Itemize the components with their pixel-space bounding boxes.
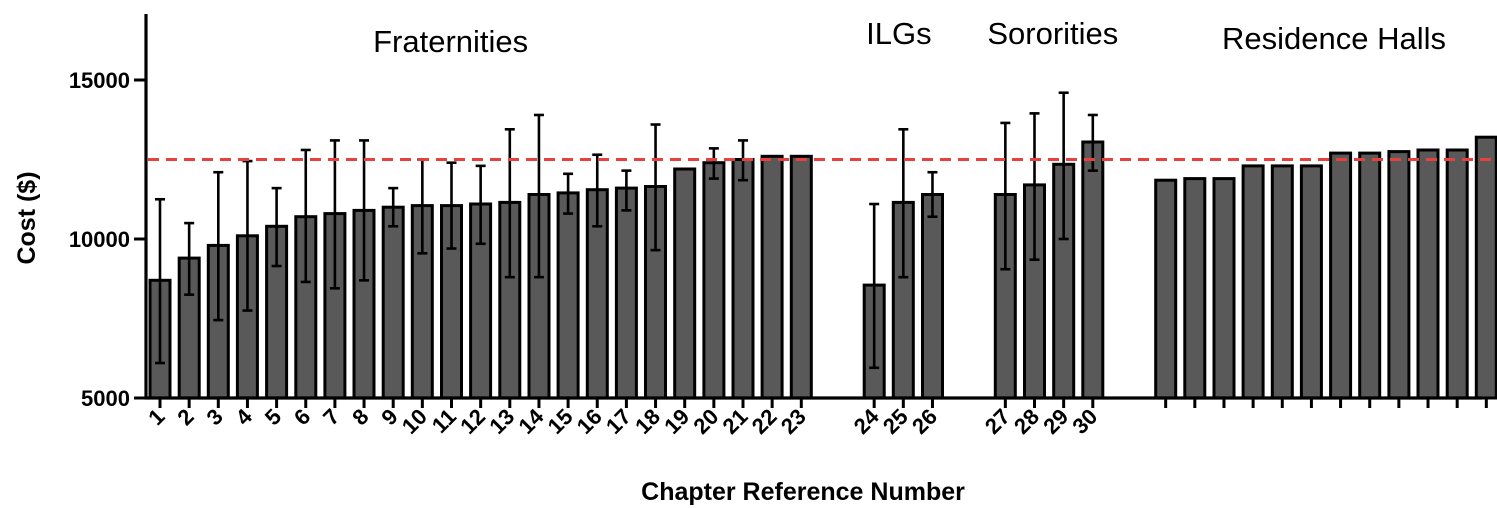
x-tick-label: 9 [376,404,402,430]
error-bars-layer [155,91,1098,370]
bar-rh-38 [1358,151,1382,400]
bar-rh-31 [1154,178,1178,400]
x-tick-label: 26 [907,404,942,439]
x-axis-title: Chapter Reference Number [641,478,965,506]
x-tick-label: 3 [201,404,227,430]
y-tick-label: 10000 [69,227,130,252]
error-bar-27 [1000,121,1011,271]
group-label: Sororities [987,16,1118,51]
bar-rh-36 [1299,164,1323,400]
bar-20 [702,161,726,400]
bar-rh-32 [1183,177,1207,400]
error-bar-3 [213,170,224,322]
bar-23 [789,154,813,400]
bar-17 [614,186,638,400]
bar-19 [673,167,697,400]
error-bar-20 [708,147,719,180]
error-bar-12 [475,164,486,246]
group-label: ILGs [866,16,931,51]
error-bar-18 [650,123,661,252]
error-bar-26 [927,170,938,219]
error-bar-11 [446,161,457,250]
x-tick-label: 4 [231,403,258,430]
bar-26 [921,193,944,400]
error-bar-29 [1058,91,1069,241]
bar-rh-35 [1270,164,1294,400]
error-bar-15 [563,172,574,215]
error-bar-9 [388,186,399,228]
bar-rh-41 [1445,148,1469,400]
bar-rh-34 [1241,164,1265,400]
bar-21 [731,158,755,400]
bar-15 [556,191,580,400]
bar-rh-42 [1474,135,1497,400]
x-tick-label: 6 [289,404,315,430]
bar-30 [1081,140,1105,400]
bar-22 [760,154,784,400]
x-tick-label: 23 [776,404,811,439]
error-bar-30 [1087,113,1098,172]
bar-rh-40 [1416,148,1440,400]
x-tick-label: 7 [318,404,344,430]
error-bar-6 [300,148,311,284]
error-bar-17 [621,169,632,212]
x-tick-label: 8 [347,404,373,430]
error-bar-14 [533,113,544,279]
error-bar-8 [359,139,370,282]
bar-rh-39 [1387,150,1411,400]
error-bar-1 [155,197,165,365]
x-tick-label: 5 [260,404,286,430]
error-bar-7 [329,139,340,290]
group-label: Fraternities [373,24,528,59]
error-bar-16 [592,153,603,228]
x-tick-label: 2 [172,404,198,430]
x-tick-label: 1 [143,404,169,430]
y-tick-label: 15000 [69,68,130,93]
y-axis-title: Cost ($) [13,171,41,264]
error-bar-4 [242,159,253,312]
group-label: Residence Halls [1222,21,1446,56]
bar-rh-33 [1212,177,1236,400]
x-tick-label: 30 [1067,404,1102,439]
error-bar-24 [869,202,880,370]
error-bar-28 [1029,112,1040,261]
y-tick-label: 5000 [81,386,130,411]
axes-layer [134,14,1488,408]
bars-layer [148,135,1497,400]
error-bar-25 [898,127,909,279]
error-bar-13 [504,127,515,279]
error-bar-2 [184,221,195,296]
bar-9 [381,205,405,400]
bar-rh-37 [1329,151,1353,400]
error-bar-5 [271,186,282,268]
